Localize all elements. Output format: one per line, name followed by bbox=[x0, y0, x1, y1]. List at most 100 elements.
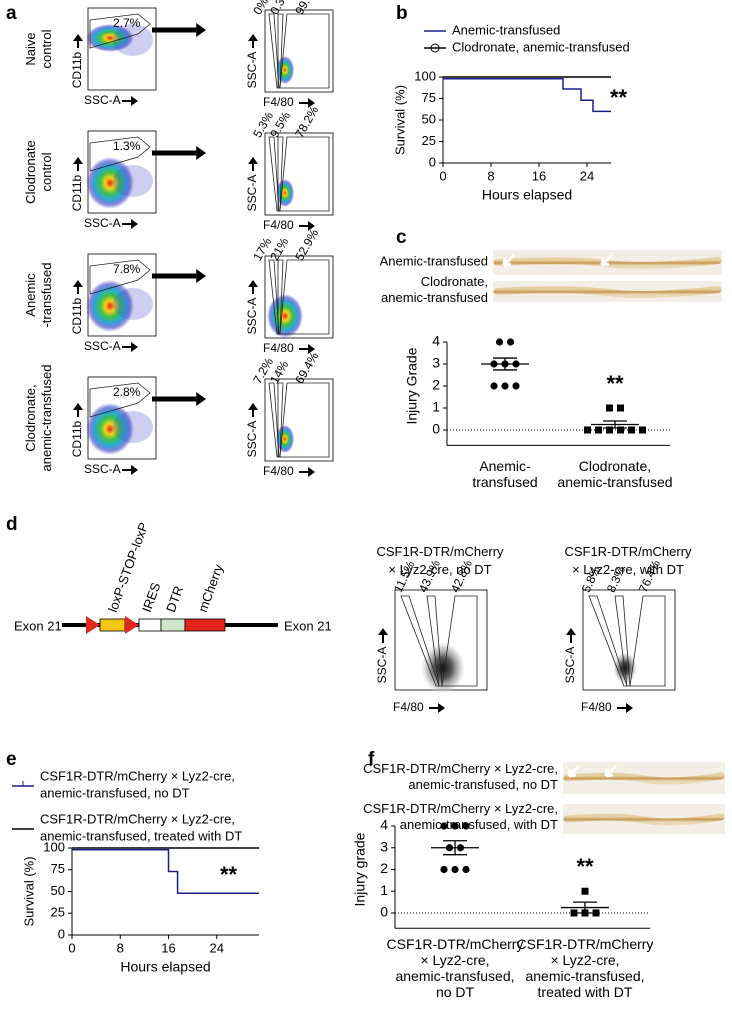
data-point bbox=[606, 404, 613, 412]
x-tick-label: 24 bbox=[580, 168, 594, 183]
axis-label: SSC-A bbox=[245, 175, 259, 212]
plot-frame bbox=[264, 378, 334, 462]
arrow-head bbox=[248, 157, 258, 164]
data-point bbox=[581, 887, 589, 895]
legend-marker bbox=[430, 43, 440, 53]
gate bbox=[441, 595, 478, 687]
axis-label: SSC-A bbox=[245, 52, 259, 89]
element-label: DTR bbox=[163, 584, 186, 614]
y-tick-label: 50 bbox=[51, 883, 65, 898]
y-tick-label: 75 bbox=[51, 861, 65, 876]
y-tick-label: 3 bbox=[380, 838, 388, 854]
error-bar bbox=[573, 901, 597, 914]
significance: ** bbox=[610, 85, 628, 110]
cell-cloud bbox=[267, 294, 303, 338]
axis-label: SSC-A bbox=[84, 216, 121, 230]
x-tick-label: Anemic-transfused bbox=[472, 458, 537, 490]
x-axis-label: Hours elapsed bbox=[120, 959, 210, 975]
axis-label: F4/80 bbox=[263, 95, 294, 109]
arrow-head bbox=[73, 34, 83, 41]
photo-label: CSF1R-DTR/mCherry × Lyz2-cre, anemic-tran… bbox=[363, 801, 558, 832]
legend-label: Anemic-transfused bbox=[452, 22, 560, 37]
row-label: Naivecontrol bbox=[23, 29, 54, 68]
y-tick-label: 0 bbox=[429, 154, 436, 169]
arrow-head bbox=[308, 344, 315, 354]
axis-label: F4/80 bbox=[393, 700, 424, 714]
y-tick-label: 100 bbox=[414, 68, 436, 83]
y-tick-label: 100 bbox=[43, 839, 65, 854]
data-point bbox=[584, 426, 591, 434]
y-tick-label: 1 bbox=[380, 882, 388, 898]
axis-label: CD11b bbox=[70, 174, 84, 211]
arrow-head bbox=[196, 23, 206, 37]
photo-arrow bbox=[600, 253, 614, 267]
gate bbox=[279, 382, 330, 458]
axis-label: SSC-A bbox=[84, 93, 121, 107]
error-bar bbox=[603, 420, 627, 429]
stop bbox=[99, 618, 126, 632]
axis-label: CD11b bbox=[70, 51, 84, 88]
axis-label: CD11b bbox=[70, 420, 84, 457]
arrow-head bbox=[131, 342, 138, 352]
data-point bbox=[628, 426, 635, 434]
arrow-head bbox=[131, 96, 138, 106]
x-tick-label: Clodronate, anemic-transfused bbox=[557, 458, 672, 490]
gate bbox=[629, 595, 666, 687]
intestine bbox=[563, 772, 725, 785]
photo-arrow bbox=[604, 764, 618, 778]
y-tick-label: 0 bbox=[58, 926, 65, 941]
y-tick-label: 50 bbox=[422, 111, 436, 126]
survival-line bbox=[72, 848, 259, 894]
x-tick-label: 16 bbox=[532, 168, 546, 183]
y-tick-label: 75 bbox=[422, 90, 436, 105]
error-bar bbox=[443, 840, 467, 856]
axis-label: CD11b bbox=[70, 297, 84, 334]
arrow-head bbox=[73, 280, 83, 287]
y-tick-label: 3 bbox=[432, 355, 440, 371]
intestine bbox=[493, 286, 722, 298]
photo-label: Clodronate, anemic-transfused bbox=[381, 274, 488, 305]
intestine bbox=[563, 813, 725, 826]
data-point bbox=[451, 822, 459, 830]
y-tick-label: 0 bbox=[380, 904, 388, 920]
significance: ** bbox=[606, 371, 624, 396]
arrow-head bbox=[626, 703, 633, 713]
data-point bbox=[462, 865, 470, 874]
axis-label: SSC-A bbox=[563, 647, 577, 684]
gate bbox=[279, 259, 330, 335]
gate bbox=[279, 136, 330, 212]
plot-frame bbox=[264, 132, 334, 216]
photo-arrow bbox=[502, 253, 516, 267]
cell-cloud bbox=[86, 157, 134, 209]
arrow-head bbox=[131, 465, 138, 475]
cell-cloud bbox=[421, 642, 465, 694]
exon-label: Exon 21 bbox=[14, 618, 62, 633]
y-tick-label: 2 bbox=[380, 860, 388, 876]
cell-cloud bbox=[113, 288, 153, 320]
arrow-head bbox=[248, 403, 258, 410]
panel-label: c bbox=[396, 227, 407, 248]
axis-label: SSC-A bbox=[245, 421, 259, 458]
y-tick-label: 25 bbox=[51, 905, 65, 920]
data-point bbox=[490, 382, 498, 390]
x-tick-label: CSF1R-DTR/mCherry × Lyz2-cre, anemic-trans… bbox=[517, 936, 654, 1000]
axis-label: SSC-A bbox=[245, 298, 259, 335]
arrow-head bbox=[308, 467, 315, 477]
cell-cloud bbox=[113, 24, 153, 56]
row-label: Clodronate,anemic-transfused bbox=[23, 365, 54, 472]
data-point bbox=[501, 382, 509, 390]
x-tick-label: 8 bbox=[117, 940, 124, 955]
row-label: Clodronatecontrol bbox=[23, 140, 54, 204]
x-tick-label: CSF1R-DTR/mCherry × Lyz2-cre, anemic-trans… bbox=[387, 936, 524, 1000]
mcherry bbox=[184, 618, 226, 632]
arrow-head bbox=[308, 221, 315, 231]
data-point bbox=[606, 426, 613, 434]
axis-label: SSC-A bbox=[84, 339, 121, 353]
axis-label: SSC-A bbox=[84, 462, 121, 476]
y-tick-label: 2 bbox=[432, 377, 440, 393]
plot-frame bbox=[264, 9, 334, 93]
data-point bbox=[495, 338, 504, 346]
axis-label: SSC-A bbox=[375, 647, 389, 684]
dtr bbox=[160, 618, 186, 632]
